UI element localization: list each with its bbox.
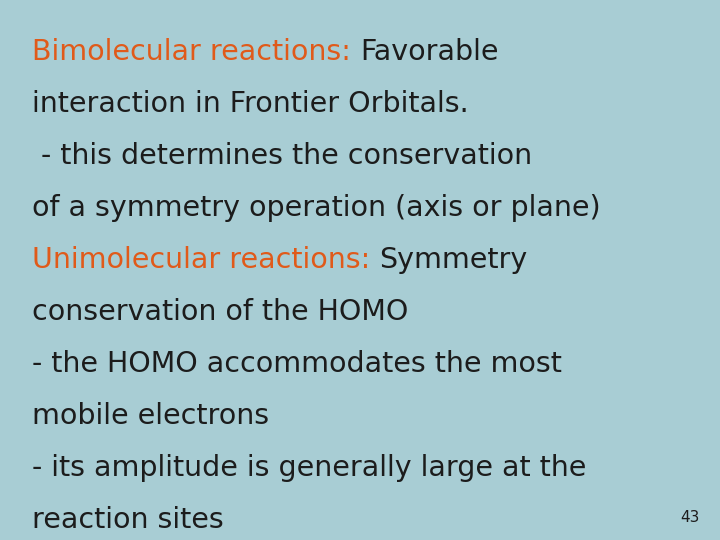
Text: mobile electrons: mobile electrons [32,402,269,430]
Text: - its amplitude is generally large at the: - its amplitude is generally large at th… [32,454,586,482]
Text: Unimolecular reactions:: Unimolecular reactions: [32,246,379,274]
Text: Bimolecular reactions:: Bimolecular reactions: [32,38,360,66]
Text: reaction sites: reaction sites [32,506,224,534]
Text: Symmetry: Symmetry [379,246,528,274]
Text: of a symmetry operation (axis or plane): of a symmetry operation (axis or plane) [32,194,600,222]
Text: conservation of the HOMO: conservation of the HOMO [32,298,408,326]
Text: Favorable: Favorable [360,38,498,66]
Text: 43: 43 [680,510,700,525]
Text: interaction in Frontier Orbitals.: interaction in Frontier Orbitals. [32,90,469,118]
Text: - the HOMO accommodates the most: - the HOMO accommodates the most [32,350,562,378]
Text: - this determines the conservation: - this determines the conservation [32,142,532,170]
